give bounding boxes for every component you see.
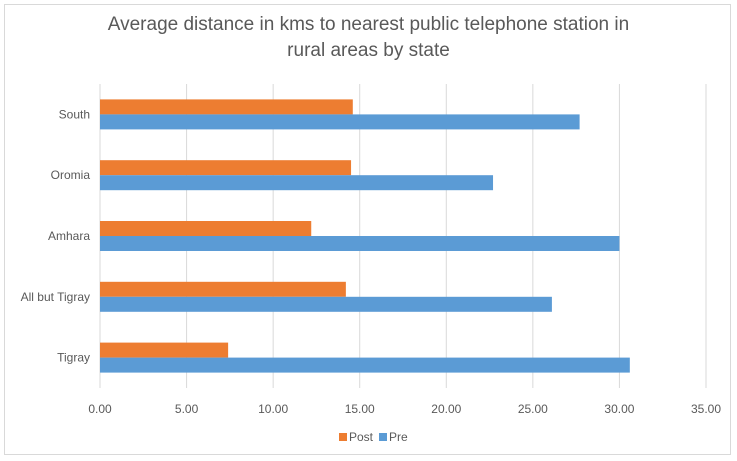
category-label: Oromia <box>51 168 91 182</box>
x-tick-label: 5.00 <box>175 402 199 416</box>
bar-pre-all-but-tigray <box>100 296 552 312</box>
x-tick-label: 15.00 <box>345 402 375 416</box>
chart-title-line-2: rural areas by state <box>287 40 450 61</box>
category-label: Tigray <box>57 351 90 365</box>
bar-post-all-but-tigray <box>100 281 346 297</box>
legend-label-post: Post <box>349 430 374 444</box>
x-tick-label: 0.00 <box>88 402 112 416</box>
x-axis-tick-labels: 0.00 5.00 10.00 15.00 20.00 25.00 30.00 35.00 <box>88 402 721 416</box>
bar-pre-south <box>100 114 580 130</box>
chart-title: Average distance in kms to nearest publi… <box>0 12 737 64</box>
x-tick-label: 35.00 <box>691 402 721 416</box>
bar-post-south <box>100 99 353 115</box>
legend: Post Pre <box>339 430 408 444</box>
legend-swatch-pre <box>379 433 387 441</box>
bars <box>100 99 630 373</box>
category-label: South <box>59 107 90 121</box>
legend-label-pre: Pre <box>389 430 408 444</box>
legend-swatch-post <box>339 433 347 441</box>
x-tick-label: 10.00 <box>258 402 288 416</box>
category-labels: South Oromia Amhara All but Tigray Tigray <box>21 107 91 364</box>
chart-title-line-1: Average distance in kms to nearest publi… <box>107 14 630 35</box>
bar-pre-oromia <box>100 175 494 191</box>
category-label: All but Tigray <box>21 290 90 304</box>
x-tick-label: 30.00 <box>604 402 634 416</box>
bar-post-amhara <box>100 221 312 236</box>
bar-post-tigray <box>100 342 229 358</box>
bar-pre-amhara <box>100 236 620 251</box>
x-tick-label: 25.00 <box>518 402 548 416</box>
x-tick-label: 20.00 <box>431 402 461 416</box>
bar-post-oromia <box>100 160 352 176</box>
bar-pre-tigray <box>100 357 630 373</box>
category-label: Amhara <box>48 229 90 243</box>
